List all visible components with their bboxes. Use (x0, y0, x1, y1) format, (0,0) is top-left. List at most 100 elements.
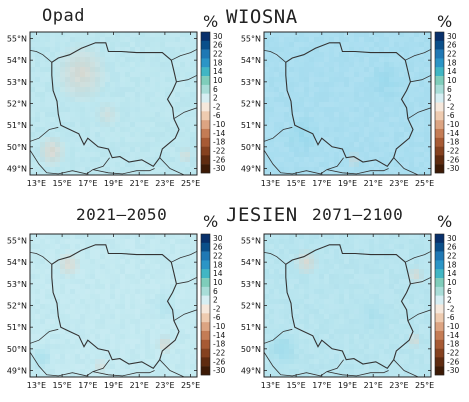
lat-tick-label: 54°N (7, 258, 27, 267)
lat-tick-label: 52°N (241, 302, 261, 311)
colorbar-swatch (435, 357, 444, 367)
colorbar-label: -30 (213, 366, 225, 375)
colorbar-label: -14 (213, 129, 225, 138)
neighbor-border-6 (410, 276, 431, 285)
lon-tick-label: 17°E (78, 381, 97, 390)
lon-tick-label: 21°E (364, 179, 383, 188)
header-jesien: JESIEN (226, 204, 298, 226)
map-panel-spring-2071-2100: 13°E 15°E 17°E 19°E 21°E 23°E 25°E 55°N 54°N 53°N… (241, 31, 459, 188)
neighbor-border-7 (407, 309, 431, 322)
colorbar-swatch (201, 128, 210, 138)
header-2021-2050: 2021–2050 (76, 205, 168, 224)
colorbar-label: 18 (213, 260, 223, 269)
neighbor-border-7 (407, 107, 431, 120)
lat-tick-label: 55°N (241, 237, 261, 246)
colorbar-label: -30 (213, 164, 225, 173)
lat-tick-label: 53°N (241, 78, 261, 87)
colorbar-label: -10 (447, 120, 459, 129)
colorbar-swatch (435, 155, 444, 165)
colorbar-swatch (435, 330, 444, 340)
lon-tick-label: 15°E (52, 179, 71, 188)
colorbar-swatch (201, 322, 210, 332)
colorbar-swatch (201, 242, 210, 252)
colorbar-label: -14 (447, 331, 459, 340)
neighbor-border-1 (30, 328, 59, 344)
colorbar-label: -26 (213, 155, 225, 164)
colorbar-label: 10 (213, 278, 223, 287)
colorbar-label: -14 (213, 331, 225, 340)
lat-tick-label: 52°N (7, 302, 27, 311)
neighbor-border-1 (30, 126, 59, 142)
colorbar-swatch (435, 269, 444, 279)
colorbar-swatch (201, 260, 210, 270)
colorbar-swatch (201, 234, 210, 244)
colorbar-swatch (435, 146, 444, 156)
colorbar-swatch (435, 93, 444, 103)
colorbar-label: -22 (447, 348, 459, 357)
lon-tick-label: 17°E (78, 179, 97, 188)
lat-tick-label: 51°N (241, 323, 261, 332)
colorbar-label: -18 (447, 138, 459, 147)
lon-tick-label: 15°E (286, 381, 305, 390)
precipitation-field (264, 32, 431, 175)
neighbor-border-3 (326, 370, 389, 377)
colorbar-label: -2 (447, 304, 455, 313)
colorbar-label: -30 (447, 366, 459, 375)
lon-tick-label: 19°E (338, 381, 357, 390)
colorbar-label: -6 (447, 111, 455, 120)
neighbor-border-3 (92, 370, 155, 377)
neighbor-border-7 (173, 309, 197, 322)
colorbar-label: 2 (447, 296, 452, 305)
map-panel-spring-2021-2050: 13°E 15°E 17°E 19°E 21°E 23°E 25°E 55°N 54°N 53°N… (7, 31, 225, 188)
precipitation-field (264, 234, 431, 377)
colorbar-label: -6 (213, 313, 221, 322)
colorbar-label: 6 (213, 287, 218, 296)
lon-tick-label: 25°E (181, 179, 200, 188)
colorbar-label: 10 (213, 76, 223, 85)
neighbor-border-2 (30, 351, 110, 377)
colorbar-label: 6 (213, 85, 218, 94)
colorbar-label: -6 (447, 313, 455, 322)
colorbar-label: 22 (447, 252, 457, 261)
colorbar-label: 6 (447, 287, 452, 296)
unit-label-4: % (437, 212, 453, 231)
colorbar-swatch (435, 313, 444, 323)
colorbar-label: 18 (447, 260, 457, 269)
colorbar-label: 18 (447, 58, 457, 67)
lon-tick-label: 17°E (312, 179, 331, 188)
colorbar-label: -26 (447, 357, 459, 366)
precipitation-field (30, 32, 197, 175)
colorbar-swatch (201, 304, 210, 314)
colorbar-swatch (435, 234, 444, 244)
colorbar-swatch (435, 32, 444, 42)
colorbar-swatch (435, 304, 444, 314)
lat-tick-label: 51°N (241, 121, 261, 130)
colorbar-label: -2 (213, 304, 221, 313)
colorbar-label: -18 (447, 340, 459, 349)
colorbar-swatch (435, 76, 444, 86)
colorbar-swatch (435, 128, 444, 138)
lon-tick-label: 17°E (312, 381, 331, 390)
colorbar-label: -10 (447, 322, 459, 331)
lon-tick-label: 19°E (104, 381, 123, 390)
lat-tick-label: 55°N (241, 35, 261, 44)
colorbar-label: 2 (213, 296, 218, 305)
colorbar-swatch (201, 295, 210, 305)
colorbar-label: -26 (213, 357, 225, 366)
neighbor-border-7 (173, 107, 197, 120)
precipitation-field (30, 234, 197, 377)
colorbar-label: 18 (213, 58, 223, 67)
colorbar-swatch (201, 111, 210, 121)
lon-tick-label: 19°E (104, 179, 123, 188)
colorbar-label: 14 (447, 67, 457, 76)
colorbar-swatch (201, 146, 210, 156)
neighbor-border-0 (30, 252, 53, 265)
colorbar-swatch (201, 278, 210, 288)
lat-tick-label: 49°N (7, 367, 27, 376)
colorbar-swatch (435, 295, 444, 305)
poland-border (285, 42, 414, 168)
